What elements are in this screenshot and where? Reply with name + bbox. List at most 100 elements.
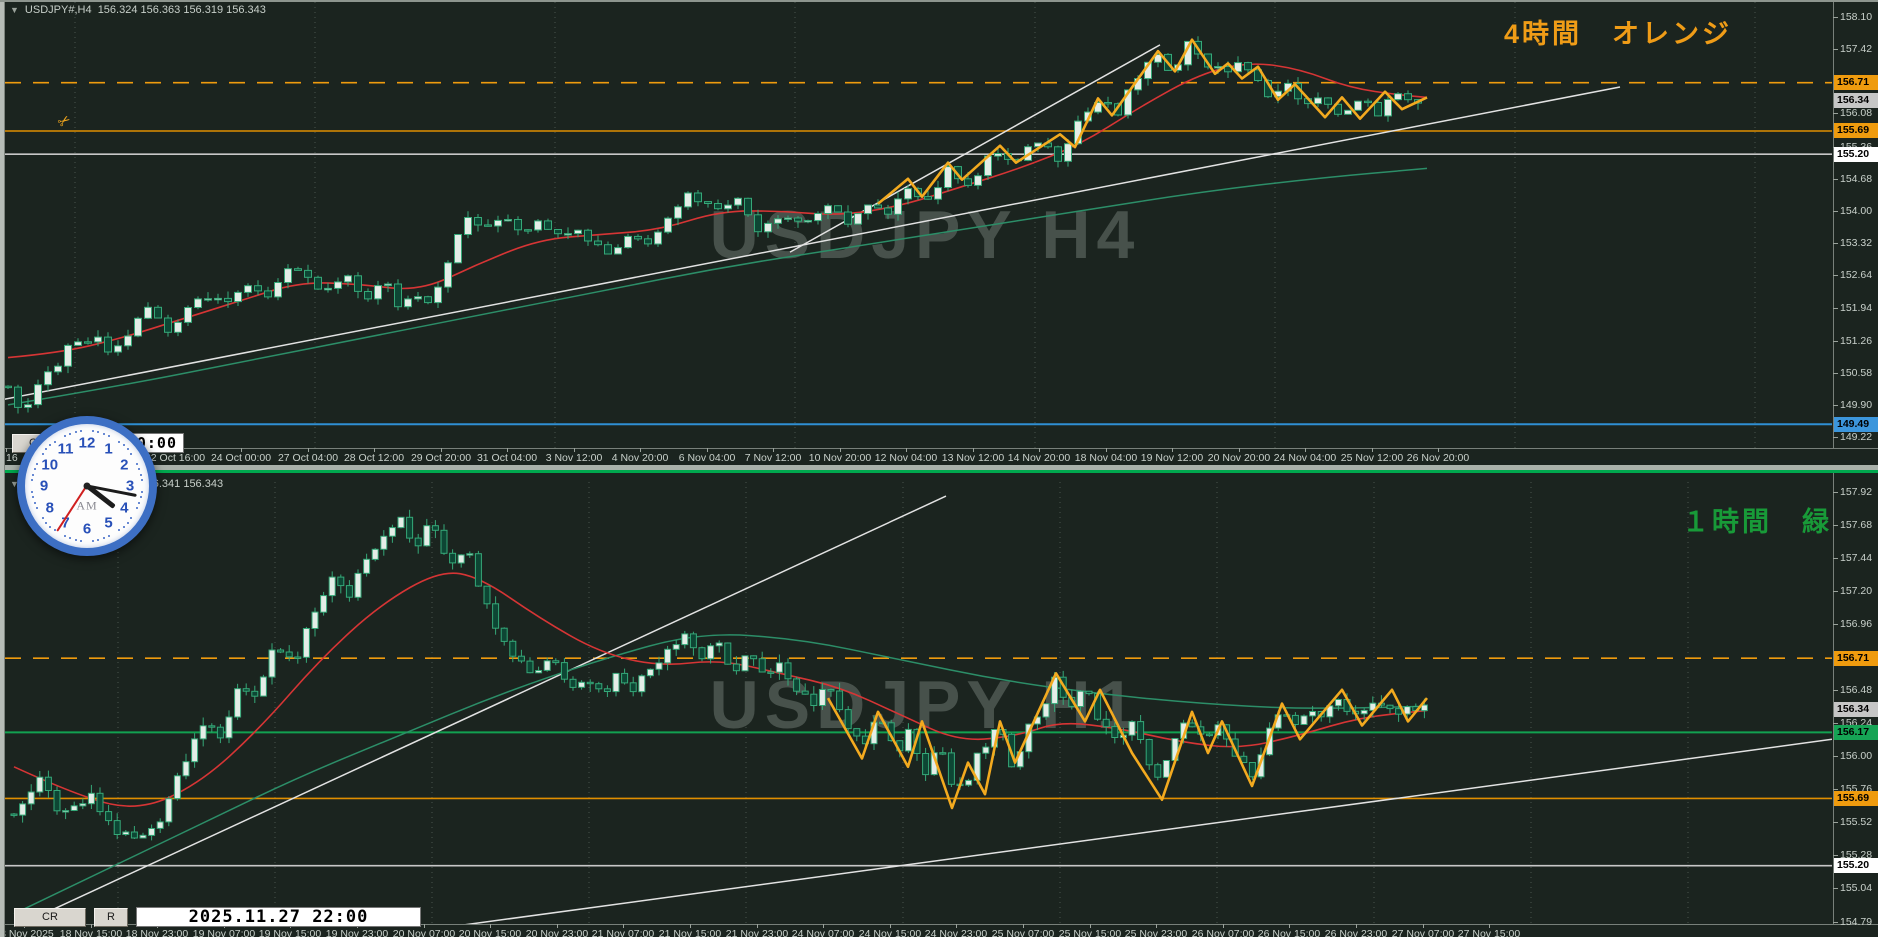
time-tick-mark <box>640 448 641 452</box>
price-tick-label: 149.90 <box>1840 399 1873 411</box>
time-tick-mark <box>840 448 841 452</box>
price-tick-mark <box>1833 525 1838 526</box>
time-tick-mark <box>1239 448 1240 452</box>
time-tick-mark <box>1172 448 1173 452</box>
price-tick-label: 156.96 <box>1840 618 1873 630</box>
time-tick-label: 20 Nov 07:00 <box>392 928 456 937</box>
price-tick-mark <box>1833 624 1838 625</box>
time-tick-label: 21 Nov 07:00 <box>591 928 655 937</box>
time-tick-label: 18 Nov 04:00 <box>1074 452 1138 464</box>
time-tick-mark <box>906 448 907 452</box>
time-tick-label: 18 Nov 15:00 <box>59 928 123 937</box>
time-tick-mark <box>1305 448 1306 452</box>
panel-separator[interactable] <box>0 465 1878 470</box>
price-tick-mark <box>1833 373 1838 374</box>
clock-minute-dot <box>91 539 94 542</box>
h1-r-button[interactable]: R <box>94 908 128 927</box>
clock-minute-dot <box>63 434 66 437</box>
time-tick-mark <box>424 924 425 928</box>
price-tick-mark <box>1833 723 1838 724</box>
time-tick-label: 22 Oct 16:00 <box>144 452 206 464</box>
clock-number: 7 <box>61 514 70 532</box>
clock-minute-dot <box>140 479 143 482</box>
time-tick-label: 26 Nov 23:00 <box>1324 928 1388 937</box>
price-tick-mark <box>1833 558 1838 559</box>
price-tag: 156.71 <box>1834 75 1878 90</box>
clock-minute-dot <box>118 529 121 532</box>
time-tick-label: 24 Nov 04:00 <box>1273 452 1337 464</box>
time-tick-mark <box>1438 448 1439 452</box>
price-tick-mark <box>1833 17 1838 18</box>
clock-minute-dot <box>138 501 141 504</box>
trendline <box>465 738 1832 924</box>
time-tick-mark <box>1223 924 1224 928</box>
time-tick-label: 25 Nov 07:00 <box>991 928 1055 937</box>
time-tick-mark <box>1289 924 1290 928</box>
price-tick-label: 149.22 <box>1840 431 1873 443</box>
clock-minute-dot <box>140 490 143 493</box>
price-tick-mark <box>1833 243 1838 244</box>
clock-number: 5 <box>104 514 113 532</box>
clock-minute-dot <box>69 432 71 435</box>
time-tick-label: 27 Nov 07:00 <box>1391 928 1455 937</box>
time-tick-mark <box>1423 924 1424 928</box>
zigzag-line <box>877 38 1428 205</box>
h1-cr-button[interactable]: CR <box>14 908 86 927</box>
h1-top-green-bar <box>0 470 1878 473</box>
clock-minute-dot <box>31 490 34 493</box>
time-tick-mark <box>507 448 508 452</box>
time-tick-mark <box>890 924 891 928</box>
clock-minute-dot <box>63 535 66 538</box>
price-tick-mark <box>1833 211 1838 212</box>
time-tick-mark <box>956 924 957 928</box>
price-tick-mark <box>1833 690 1838 691</box>
time-tick-label: 20 Nov 15:00 <box>458 928 522 937</box>
analog-clock-widget: 1 2 3 4 5 6 7 8 9 10 11 12 AM <box>17 416 157 556</box>
clock-minute-dot <box>118 440 121 443</box>
price-tick-label: 154.00 <box>1840 205 1873 217</box>
h1-plot-area: USDJPY H1 <box>5 482 1832 924</box>
clock-minute-dot <box>108 535 111 538</box>
slow-ma-line <box>7 167 1428 406</box>
clock-number: 8 <box>45 499 54 516</box>
clock-minute-dot <box>108 434 111 437</box>
price-tick-label: 155.52 <box>1840 816 1873 828</box>
clock-minute-dot <box>138 468 141 470</box>
chevron-down-icon[interactable]: ▼ <box>10 479 19 489</box>
clock-minute-dot <box>97 431 100 434</box>
clock-number: 3 <box>125 477 135 495</box>
price-tick-label: 154.79 <box>1840 916 1873 928</box>
price-tag: 156.71 <box>1834 651 1878 666</box>
price-tick-label: 151.26 <box>1840 335 1873 347</box>
time-tick-mark <box>1156 924 1157 928</box>
h4-chart-header: ▼ USDJPY#,H4 156.324 156.363 156.319 156.… <box>10 4 266 16</box>
time-tick-mark <box>1106 448 1107 452</box>
h4-symbol-label: USDJPY#,H4 <box>24 4 92 16</box>
time-tick-mark <box>973 448 974 452</box>
clock-minute-dot <box>35 507 38 510</box>
time-tick-label: 25 Nov 23:00 <box>1124 928 1188 937</box>
h1-datetime-box: 2025.11.27 22:00 <box>136 907 421 927</box>
time-tick-mark <box>557 924 558 928</box>
time-tick-label: 25 Nov 15:00 <box>1058 928 1122 937</box>
chevron-down-icon[interactable]: ▼ <box>10 5 19 15</box>
price-tick-mark <box>1833 179 1838 180</box>
time-tick-label: 29 Oct 20:00 <box>410 452 472 464</box>
clock-minute-dot <box>32 473 35 476</box>
clock-minute-dot <box>41 452 44 455</box>
time-tick-label: 31 Oct 04:00 <box>476 452 538 464</box>
fast-ma-line <box>13 572 1428 807</box>
time-tick-label: 12 Nov 04:00 <box>874 452 938 464</box>
time-tick-label: 19 Nov 23:00 <box>325 928 389 937</box>
clock-minute-dot <box>139 473 142 476</box>
time-tick-label: 16 <box>6 452 18 464</box>
clock-minute-dot <box>122 525 125 528</box>
time-tick-mark <box>241 448 242 452</box>
price-tick-label: 152.64 <box>1840 269 1873 281</box>
price-tick-mark <box>1833 591 1838 592</box>
price-tick-label: 157.42 <box>1840 43 1873 55</box>
clock-minute-dot <box>136 507 139 510</box>
time-tick-label: 19 Nov 15:00 <box>258 928 322 937</box>
